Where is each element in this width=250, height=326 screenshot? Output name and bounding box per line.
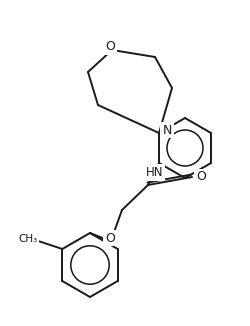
Text: HN: HN bbox=[146, 166, 163, 179]
Text: O: O bbox=[105, 40, 115, 53]
Text: O: O bbox=[105, 231, 115, 244]
Text: O: O bbox=[196, 170, 206, 184]
Text: CH₃: CH₃ bbox=[19, 234, 38, 244]
Text: N: N bbox=[162, 124, 172, 137]
